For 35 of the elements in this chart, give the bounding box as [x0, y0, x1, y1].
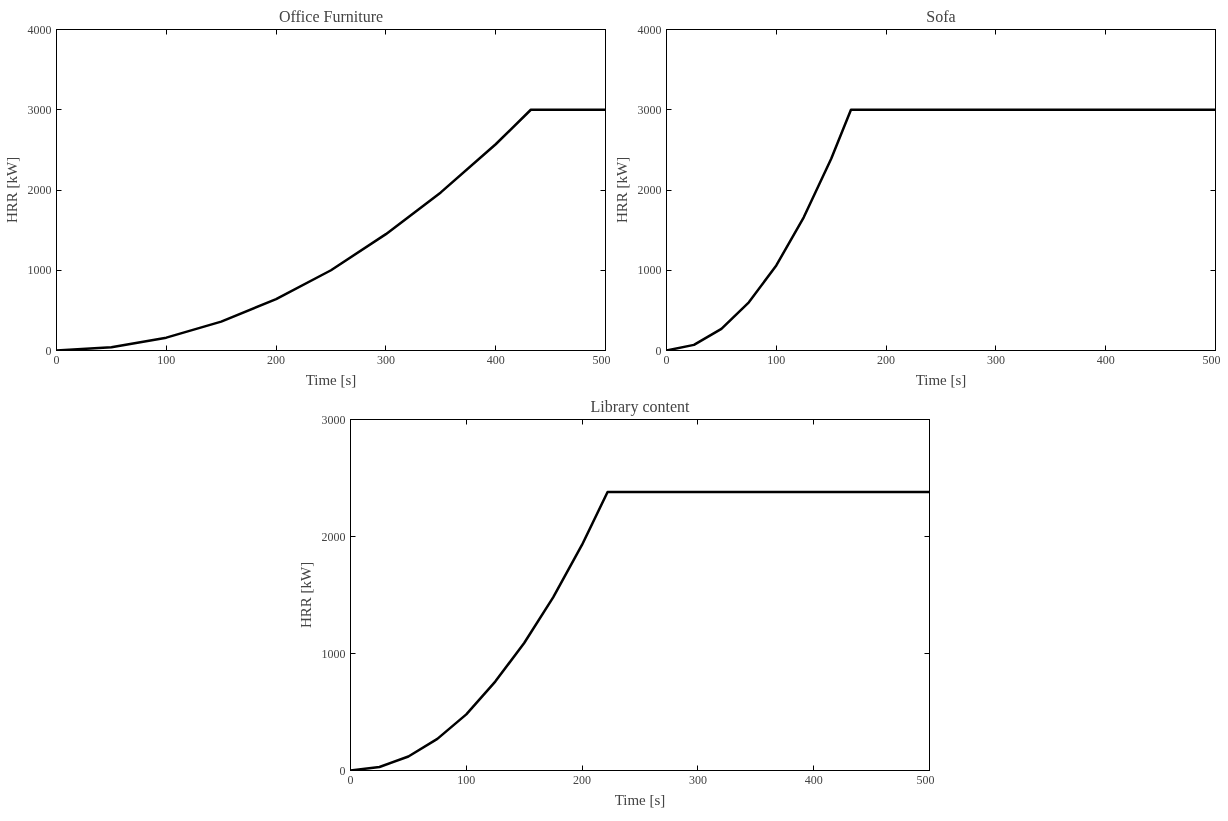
- x-tick-label: 500: [1202, 352, 1221, 367]
- y-tick-label: 3000: [27, 102, 52, 117]
- y-tick-label: 3000: [321, 412, 346, 427]
- y-axis-title: HRR [kW]: [3, 156, 20, 224]
- y-tick-label: 3000: [637, 102, 662, 117]
- y-axis-title: HRR [kW]: [297, 561, 314, 629]
- chart-title: Sofa: [926, 7, 956, 25]
- chart-title: Office Furniture: [278, 7, 384, 25]
- x-tick-label: 500: [592, 352, 611, 367]
- y-tick-label: 2000: [637, 183, 662, 197]
- x-tick-label: 200: [267, 352, 286, 367]
- x-tick-label: 300: [688, 772, 707, 787]
- x-axis-title: Time [s]: [305, 371, 357, 388]
- y-tick-label: 4000: [27, 22, 52, 37]
- y-tick-label: 4000: [637, 22, 662, 37]
- y-tick-label: 1000: [27, 263, 52, 278]
- x-tick-label: 400: [1096, 352, 1115, 367]
- x-tick-label: 300: [986, 352, 1005, 367]
- y-axis-title: HRR [kW]: [613, 156, 630, 224]
- x-tick-label: 100: [157, 352, 176, 367]
- y-tick-label: 2000: [27, 183, 52, 197]
- x-tick-label: 400: [804, 772, 823, 787]
- x-tick-label: 100: [457, 772, 476, 787]
- x-axis-title: Time [s]: [614, 791, 666, 808]
- x-axis-title: Time [s]: [915, 371, 967, 388]
- x-tick-label: 100: [767, 352, 786, 367]
- x-tick-label: 400: [486, 352, 505, 367]
- y-tick-label: 2000: [321, 529, 346, 544]
- x-tick-label: 300: [376, 352, 395, 367]
- x-tick-label: 200: [877, 352, 896, 367]
- chart-title: Library content: [590, 397, 691, 416]
- y-tick-label: 1000: [637, 263, 662, 278]
- x-tick-label: 500: [916, 772, 935, 787]
- x-tick-label: 200: [573, 772, 592, 787]
- y-tick-label: 1000: [321, 646, 346, 661]
